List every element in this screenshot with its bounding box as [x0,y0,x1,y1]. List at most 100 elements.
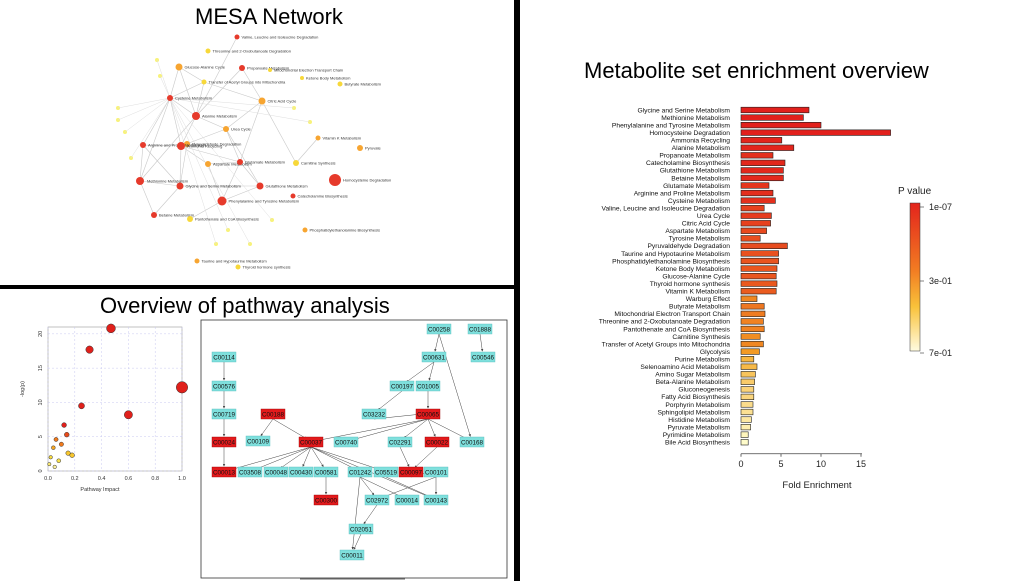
network-node-label: Glucose-Alanine Cycle [185,65,226,70]
network-edge [261,100,297,164]
network-edge [179,143,188,187]
bar-label: Ammonia Recycling [671,138,730,145]
compound-node [467,323,493,335]
enrichment-bar [740,318,764,325]
bar-label: Citric Acid Cycle [682,221,731,228]
enrichment-bar [740,129,891,136]
compound-edge [310,446,356,470]
compound-edge [427,418,468,440]
compound-node [423,466,449,478]
enrichment-bar [740,295,758,302]
enrichment-bar [740,167,784,174]
compound-edge [427,418,436,437]
compound-node-label: C05519 [375,469,398,476]
network-node-label: Ketone Body Metabolism [306,76,351,81]
network-node-label: Glutamate Metabolism [245,160,286,165]
network-edge [221,161,241,202]
enrichment-bar [740,393,755,401]
enrichment-bar [740,378,755,385]
network-node-label: Thyroid hormone synthesis [243,265,291,270]
network-node [302,227,308,233]
compound-edge [260,418,274,437]
enrichment-bar [740,325,765,333]
y-axis-label: -log(p) [20,381,26,397]
network-node-label: Taurine and Hypotaurine Metabolism [202,259,268,264]
enrichment-bar [740,303,765,310]
enrichment-bar [740,408,754,416]
legend-colorbar [909,202,921,352]
enrichment-bar [740,227,767,234]
network-edge [139,180,155,216]
network-edge [169,97,311,123]
compound-node [373,466,399,478]
compound-node-label: C00430 [290,469,313,476]
bar-label: Valine, Leucine and Isoleucine Degradati… [601,205,730,212]
network-edge [178,66,205,83]
compound-node [398,466,424,478]
legend-label: 7e-01 [929,348,952,358]
network-node-label: Aspartate Metabolism [213,162,252,167]
network-edge [169,97,182,147]
network-node [194,258,200,264]
compound-node [348,523,374,535]
compound-node-label: C00048 [265,469,288,476]
network-node [329,174,341,186]
network-edge [179,145,182,187]
scatter-point [61,422,67,428]
compound-node-label: C00097 [400,469,423,476]
compound-edge [414,446,438,468]
compound-node-label: C00631 [423,354,446,361]
network-node-label: Phosphatidylethanolamine Biosynthesis [310,228,381,233]
network-edge [195,81,205,117]
enrichment-bar [740,265,778,272]
bar-label: Mitochondrial Electron Transport Chain [614,311,730,318]
network-node [256,182,264,190]
enrichment-bar [740,205,765,212]
compound-edge [359,476,403,498]
enrichment-bar [740,159,786,166]
network-edge [142,97,171,146]
compound-node-label: C00011 [341,552,363,559]
scatter-point [53,437,59,442]
legend-label: 1e-07 [929,202,952,212]
enrichment-bar [740,144,795,151]
enrichment-bar [740,348,760,355]
network-node [151,212,157,218]
enrichment-bar [740,333,761,340]
compound-node-label: C02972 [366,497,389,504]
compound-edge [399,446,410,467]
compound-node-label: C00719 [213,411,236,418]
compound-node [313,466,339,478]
scatter-point [78,402,85,410]
compound-node [313,494,339,506]
bar-label: Pyrimidine Metabolism [663,432,731,439]
compound-node-label: C02051 [350,526,373,533]
compound-node-label: C00101 [425,469,448,476]
compound-node [245,435,271,447]
compound-node [288,466,314,478]
bar-label: Sphingolipid Metabolism [658,409,731,416]
network-panel: MESA Network Valine, Leucine and Isoleuc… [0,0,514,285]
network-title: MESA Network [195,4,343,29]
bar-label: Warburg Effect [686,296,730,303]
compound-node [415,380,441,392]
compound-node [263,466,289,478]
network-edge [225,100,263,130]
compound-node-label: C00109 [247,438,270,445]
enrichment-bar [740,220,771,227]
network-node [234,34,240,40]
network-edge [142,144,182,147]
scatter-point [52,464,57,469]
network-edge [169,66,180,99]
network-node-label: Cysteine Metabolism [175,96,213,101]
bar-label: Carnitine Synthesis [672,334,730,341]
enrichment-bar [740,416,752,423]
network-node-label: Pyruvate [365,146,382,151]
enrichment-bar [740,121,822,129]
network-node [205,161,211,167]
y-tick-label: 0 [38,469,44,472]
network-node [268,68,272,72]
bar-label: Phenylalanine and Tyrosine Metabolism [612,122,731,129]
network-node [223,126,229,132]
network-edge [124,97,171,133]
